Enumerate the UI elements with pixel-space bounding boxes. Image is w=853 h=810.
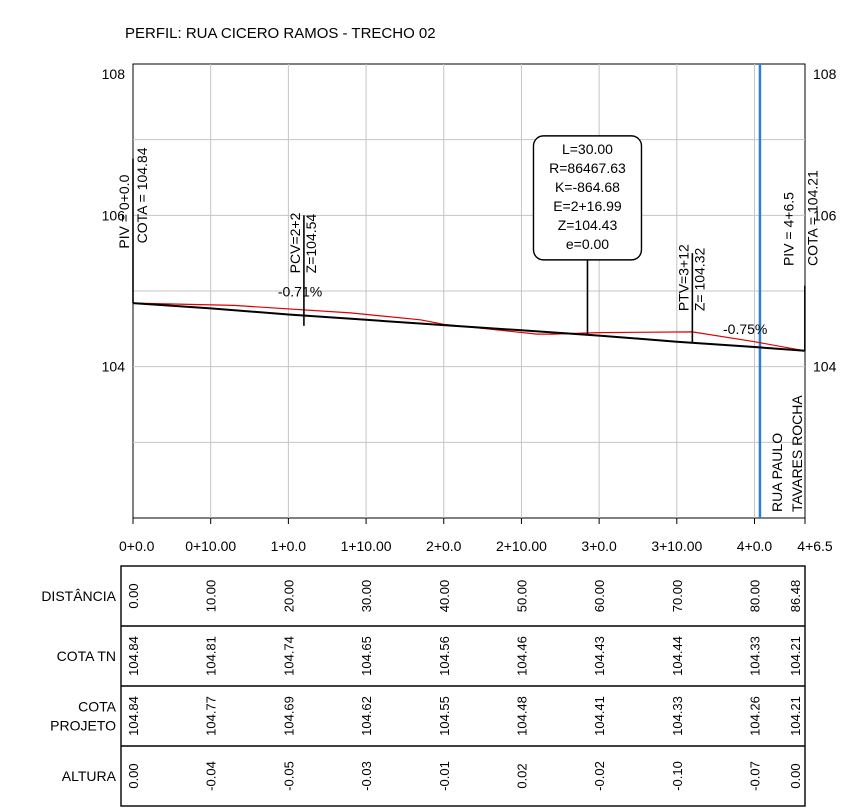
table-cell-value: -0.01	[437, 761, 452, 791]
chart-title: PERFIL: RUA CICERO RAMOS - TRECHO 02	[125, 25, 436, 42]
crossing-label: TAVARES ROCHA	[789, 395, 805, 512]
curve-parameter-text: E=2+16.99	[553, 198, 622, 214]
table-cell-value: 104.48	[514, 696, 529, 736]
station-label: PCV=2+2	[287, 212, 303, 273]
table-cell-value: 86.48	[788, 580, 803, 613]
curve-parameter-text: K=-864.68	[555, 179, 620, 195]
station-label: PTV=3+12	[675, 244, 691, 311]
table-cell-value: 104.56	[437, 636, 452, 676]
table-cell-value: -0.05	[281, 761, 296, 791]
table-cell-value: 0.00	[788, 763, 803, 788]
x-tick-label: 4+6.5	[797, 538, 833, 554]
y-tick-label-left: 108	[102, 66, 126, 82]
station-elevation-label: Z= 104.32	[691, 248, 707, 312]
terrain-line	[132, 302, 805, 352]
y-tick-label-left: 104	[102, 359, 126, 375]
grade-label: -0.71%	[278, 283, 322, 299]
table-cell-value: 104.62	[359, 696, 374, 736]
x-tick-label: 3+0.0	[581, 538, 617, 554]
x-tick-label: 2+10.00	[496, 538, 547, 554]
crossing-label: RUA PAULO	[769, 433, 785, 512]
x-tick-label: 0+10.00	[185, 538, 236, 554]
table-cell-value: 104.84	[126, 696, 141, 736]
table-cell-value: 40.00	[437, 580, 452, 613]
side-label: COTA = 104.21	[805, 170, 821, 266]
table-cell-value: 0.02	[514, 763, 529, 788]
table-cell-value: 104.26	[748, 696, 763, 736]
table-row-label: PROJETO	[50, 718, 116, 734]
table-cell-value: 104.55	[437, 696, 452, 736]
data-table: DISTÂNCIA 0.00 10.00 20.00 30.00 40.00 50.00 60…	[41, 565, 806, 807]
table-cell-value: 0.00	[126, 583, 141, 608]
project-line	[132, 302, 805, 352]
table-cell-value: 104.74	[281, 636, 296, 676]
curve-parameter-box	[532, 135, 643, 261]
table-cell-value: -0.07	[748, 761, 763, 791]
table-cell-value: -0.10	[670, 761, 685, 791]
table-cell-value: 104.44	[670, 636, 685, 676]
table-row-label: COTA TN	[57, 648, 116, 664]
table-cell-value: 30.00	[359, 580, 374, 613]
table-cell-value: -0.04	[204, 761, 219, 791]
table-cell-value: 20.00	[281, 580, 296, 613]
table-cell-value: 70.00	[670, 580, 685, 613]
plot-area: 108 108 106 106 104 104 0+0.0 0+10.00 1+0.0 1+10.…	[102, 63, 837, 554]
x-tick-label: 4+0.0	[737, 538, 773, 554]
y-tick-label-right: 104	[813, 359, 837, 375]
table-cell-value: -0.02	[592, 761, 607, 791]
curve-parameter-text: e=0.00	[566, 236, 609, 252]
table-cell-value: 80.00	[748, 580, 763, 613]
table-cell-value: 104.81	[204, 636, 219, 676]
side-label: COTA = 104.84	[134, 147, 150, 243]
curve-parameter-text: Z=104.43	[558, 217, 618, 233]
curve-parameter-text: L=30.00	[562, 141, 613, 157]
table-cell-value: 104.77	[204, 696, 219, 736]
x-tick-label: 0+0.0	[119, 538, 155, 554]
station-elevation-label: Z=104.54	[303, 214, 319, 274]
curve-parameter-text: R=86467.63	[549, 160, 626, 176]
table-cell-value: 10.00	[204, 580, 219, 613]
table-cell-value: 104.21	[788, 696, 803, 736]
table-cell-value: 104.46	[514, 636, 529, 676]
station-label: PIV = 0+0.0	[116, 174, 132, 248]
table-row-label: COTA	[78, 699, 117, 715]
table-row-label: DISTÂNCIA	[41, 588, 116, 604]
table-row-label: ALTURA	[62, 768, 117, 784]
table-cell-value: 104.84	[126, 636, 141, 676]
side-label: PIV = 4+6.5	[780, 192, 796, 266]
y-tick-label-right: 108	[813, 66, 837, 82]
table-cell-value: 104.33	[670, 696, 685, 736]
table-cell-value: -0.03	[359, 761, 374, 791]
x-tick-label: 2+0.0	[426, 538, 462, 554]
table-cell-value: 104.33	[748, 636, 763, 676]
table-cell-value: 0.00	[126, 763, 141, 788]
table-cell-value: 104.43	[592, 636, 607, 676]
table-cell-value: 50.00	[514, 580, 529, 613]
table-cell-value: 104.69	[281, 696, 296, 736]
table-cell-value: 104.65	[359, 636, 374, 676]
y-tick-label-right: 106	[813, 207, 837, 223]
table-cell-value: 104.21	[788, 636, 803, 676]
table-cell-value: 60.00	[592, 580, 607, 613]
x-tick-label: 1+10.00	[341, 538, 392, 554]
x-tick-label: 3+10.00	[651, 538, 702, 554]
table-cell-value: 104.41	[592, 696, 607, 736]
y-tick-label-left: 106	[102, 207, 126, 223]
grade-label: -0.75%	[723, 321, 767, 337]
x-tick-label: 1+0.0	[271, 538, 307, 554]
